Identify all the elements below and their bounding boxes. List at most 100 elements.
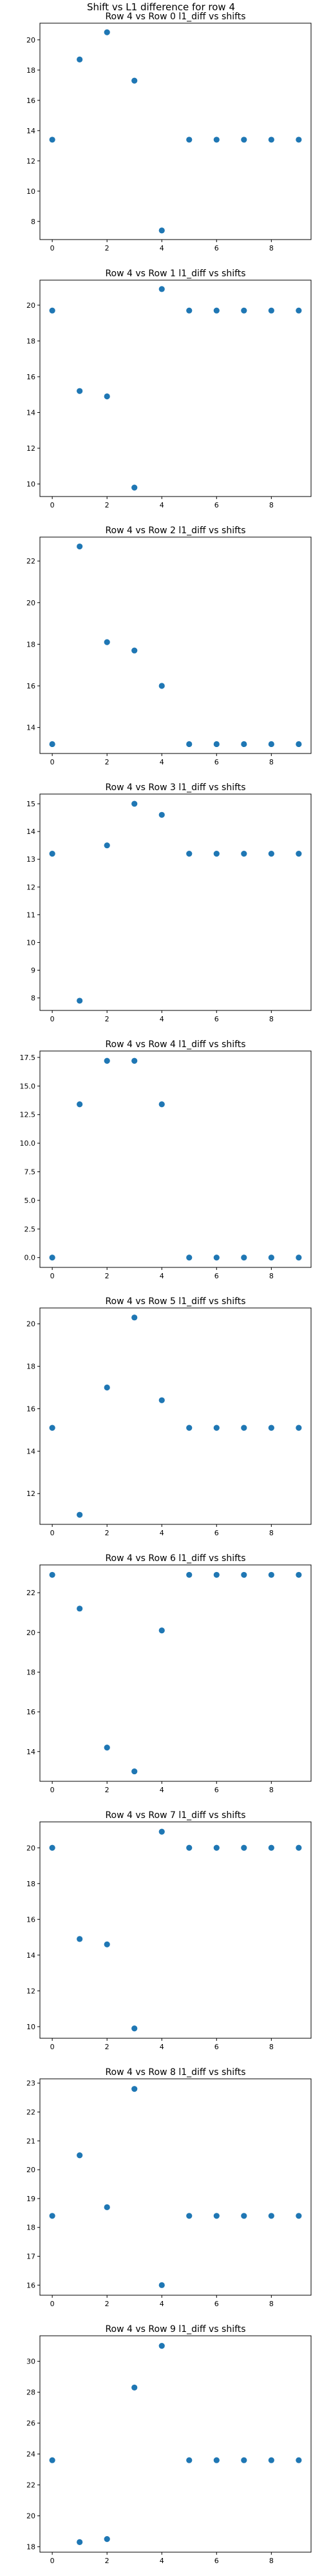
data-point [186,1425,193,1431]
x-tick-label: 6 [214,1786,219,1794]
y-tick-label: 19 [26,2195,35,2203]
data-point [49,1425,55,1431]
data-point [104,393,110,400]
data-point [296,2213,302,2219]
x-tick-label: 2 [105,244,109,252]
data-point [104,2204,110,2210]
x-tick-label: 4 [160,1272,164,1280]
y-tick-label: 18 [26,2224,35,2232]
data-point [268,2457,274,2463]
subplot-1: Row 4 vs Row 1 l1_diff vs shifts 0 2 4 6 8 10 1… [26,269,312,509]
subplot-title: Row 4 vs Row 1 l1_diff vs shifts [105,269,245,279]
x-tick-label: 8 [269,1529,274,1537]
x-tick-label: 2 [105,501,109,509]
x-tick-label: 8 [269,2557,274,2565]
x-tick-label: 8 [269,2043,274,2051]
data-point [49,1571,55,1578]
data-point [241,851,247,857]
x-tick-label: 0 [50,2043,55,2051]
y-tick-label: 20 [26,2512,35,2521]
data-point [49,307,55,314]
data-point [77,543,83,550]
data-point [296,1255,302,1261]
subplot-6: Row 4 vs Row 6 l1_diff vs shifts 0 2 4 6 8 14 1… [26,1553,312,1794]
axes-frame [39,1050,312,1268]
data-point [104,2536,110,2543]
axes-frame [39,1307,312,1525]
data-point [49,741,55,748]
data-point [213,851,220,857]
y-tick-label: 17 [26,2253,35,2261]
y-tick-label: 9 [31,967,35,975]
data-point [268,307,274,314]
x-tick-label: 0 [50,2300,55,2308]
data-point [77,388,83,394]
axes-frame [39,2078,312,2296]
x-tick-label: 6 [214,2043,219,2051]
data-point [49,851,55,857]
y-tick-label: 16 [26,1405,35,1413]
y-tick-label: 20 [26,1844,35,1852]
y-tick-label: 28 [26,2389,35,2397]
axes-frame [39,1564,312,1782]
x-tick-label: 4 [160,1015,164,1023]
data-point [104,639,110,645]
subplot-title: Row 4 vs Row 2 l1_diff vs shifts [105,526,245,536]
subplot-2: Row 4 vs Row 2 l1_diff vs shifts 0 2 4 6 8 14 1… [26,526,312,766]
data-point [104,1057,110,1064]
x-tick-label: 8 [269,758,274,766]
data-point [241,1571,247,1578]
x-tick-label: 4 [160,1529,164,1537]
y-tick-label: 20 [26,2166,35,2174]
subplot-title: Row 4 vs Row 7 l1_diff vs shifts [105,1810,245,1821]
y-tick-label: 17.5 [20,1054,36,1062]
data-point [296,1844,302,1851]
y-tick-label: 30 [26,2358,35,2366]
data-point [213,2213,220,2219]
x-tick-label: 0 [50,1015,55,1023]
subplot-title: Row 4 vs Row 5 l1_diff vs shifts [105,1296,245,1307]
y-tick-label: 11 [26,911,35,919]
x-tick-label: 4 [160,1786,164,1794]
axes-frame [39,279,312,497]
x-tick-label: 2 [105,2300,109,2308]
y-tick-label: 16 [26,682,35,690]
data-point [186,2457,193,2463]
data-point [268,2213,274,2219]
data-point [296,1571,302,1578]
data-point [49,1844,55,1851]
x-tick-label: 4 [160,244,164,252]
y-tick-label: 22 [26,1589,35,1597]
y-tick-label: 8 [31,218,35,226]
y-tick-label: 14 [26,127,35,135]
data-point [104,842,110,849]
x-tick-label: 4 [160,758,164,766]
data-point [77,1101,83,1108]
y-tick-label: 10 [26,187,35,196]
x-tick-label: 6 [214,2557,219,2565]
y-tick-label: 18 [26,1880,35,1888]
x-tick-label: 0 [50,2557,55,2565]
subplot-3: Row 4 vs Row 3 l1_diff vs shifts 0 2 4 6 8 8 9 1… [26,782,312,1023]
y-tick-label: 18 [26,66,35,75]
data-point [241,307,247,314]
x-tick-label: 2 [105,758,109,766]
x-tick-label: 6 [214,501,219,509]
data-point [104,1744,110,1751]
x-tick-label: 6 [214,1529,219,1537]
subplot-7: Row 4 vs Row 7 l1_diff vs shifts 0 2 4 6 8 10 1… [26,1810,312,2051]
x-tick-label: 6 [214,2300,219,2308]
data-point [77,2152,83,2159]
y-tick-label: 18 [26,1668,35,1676]
x-tick-label: 6 [214,244,219,252]
data-point [213,1425,220,1431]
x-tick-label: 2 [105,1786,109,1794]
data-point [268,741,274,748]
y-tick-label: 16 [26,373,35,381]
subplot-title: Row 4 vs Row 9 l1_diff vs shifts [105,2324,245,2334]
x-tick-label: 8 [269,1015,274,1023]
data-point [296,307,302,314]
x-tick-label: 4 [160,2043,164,2051]
data-point [131,77,138,84]
data-point [49,1255,55,1261]
